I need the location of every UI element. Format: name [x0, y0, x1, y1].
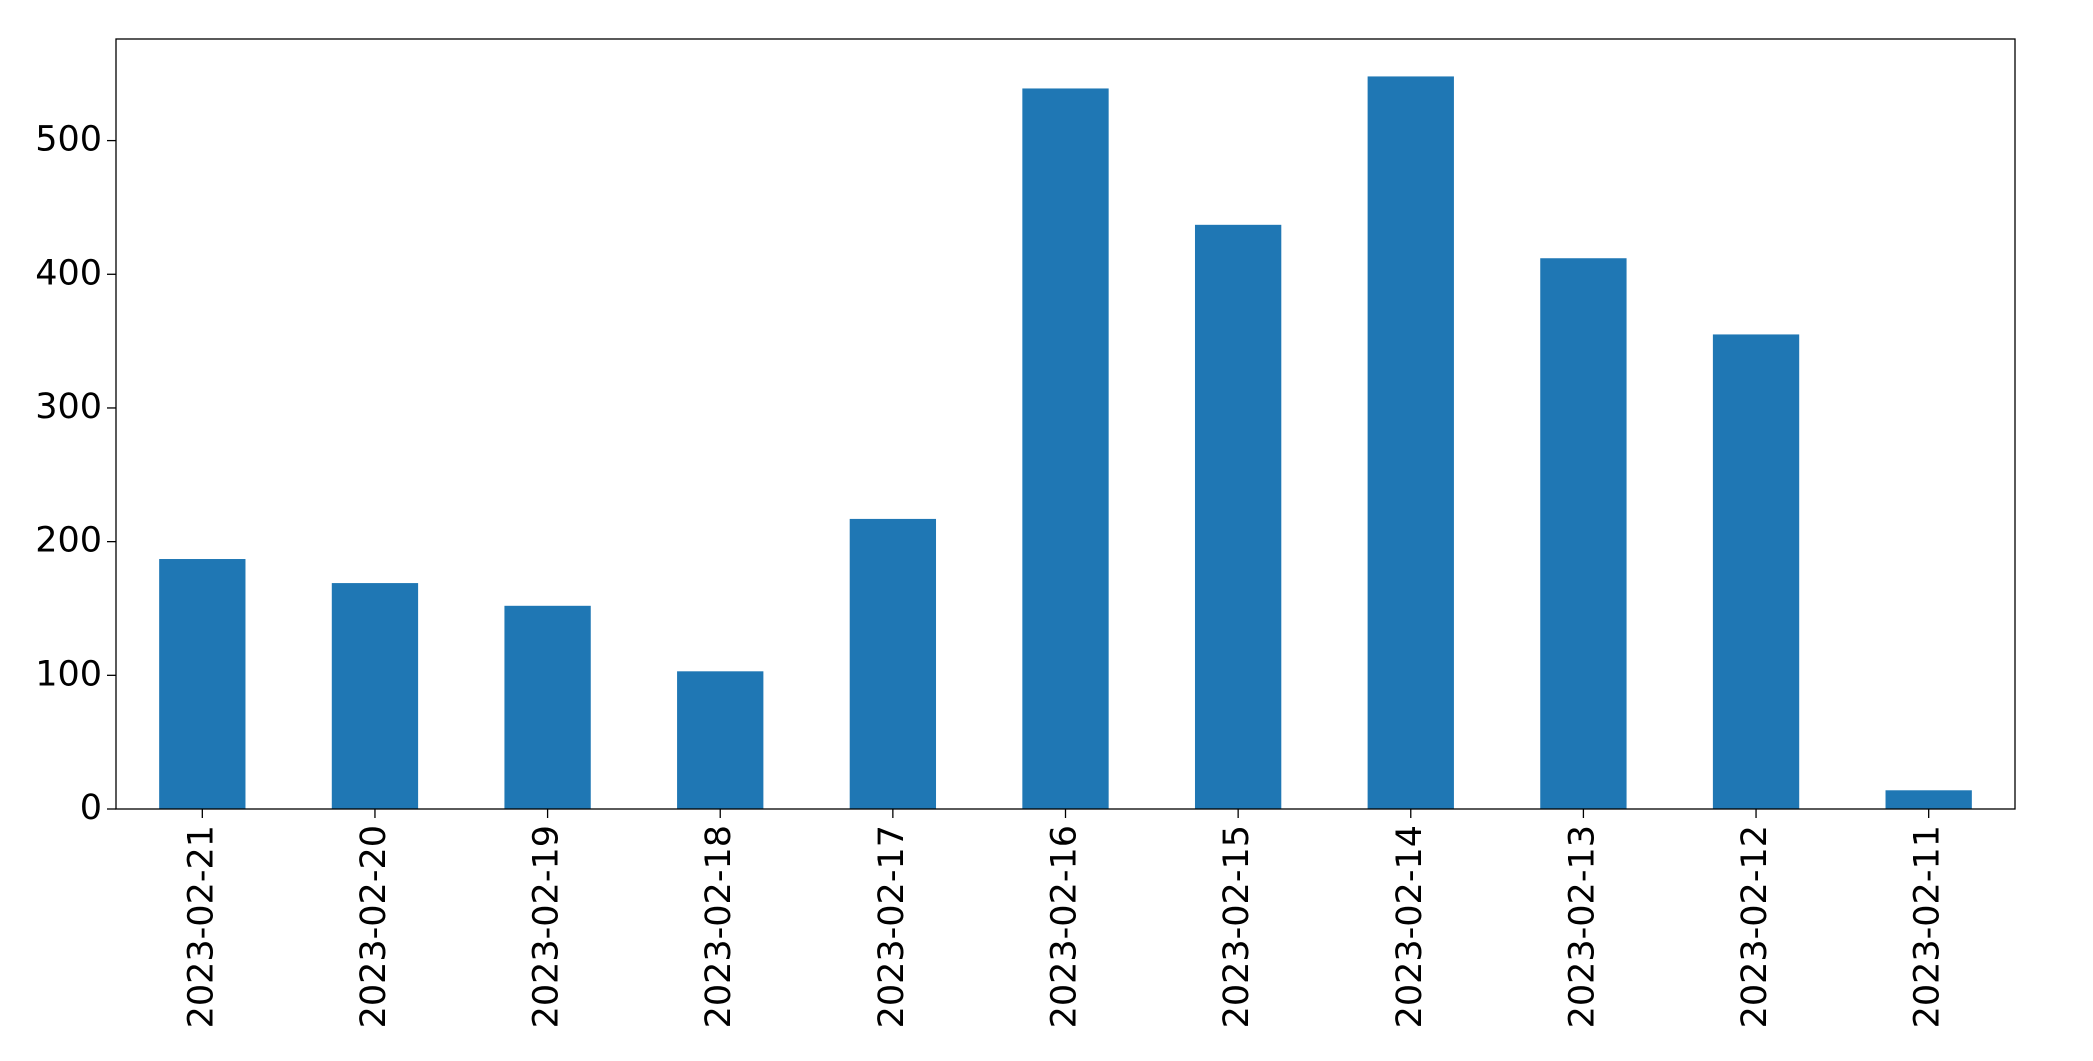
bar — [849, 518, 937, 809]
x-tick-label: 2023-02-14 — [1390, 825, 1430, 1028]
x-tick-label: 2023-02-12 — [1735, 825, 1775, 1028]
x-tick-label: 2023-02-18 — [699, 825, 739, 1028]
x-tick-label: 2023-02-15 — [1217, 825, 1257, 1028]
y-tick-label: 100 — [35, 654, 102, 694]
bar — [1885, 790, 1972, 809]
bar — [677, 671, 764, 809]
y-tick-label: 200 — [35, 521, 102, 561]
x-tick-label: 2023-02-11 — [1908, 825, 1948, 1028]
plot-frame — [115, 38, 2016, 810]
bar — [1367, 76, 1454, 810]
x-tick-label: 2023-02-16 — [1045, 825, 1085, 1028]
bar — [1712, 334, 1800, 809]
x-tick-label: 2023-02-21 — [181, 825, 221, 1028]
x-tick-label: 2023-02-17 — [872, 825, 912, 1028]
y-tick-label: 400 — [35, 253, 102, 293]
x-tick-label: 2023-02-19 — [527, 825, 567, 1028]
bar — [504, 605, 591, 809]
bar — [1022, 88, 1109, 810]
y-tick-label: 0 — [80, 788, 102, 828]
bar — [1194, 224, 1282, 809]
x-tick-label: 2023-02-13 — [1562, 825, 1602, 1028]
y-tick-label: 300 — [35, 387, 102, 427]
bar — [159, 559, 246, 809]
y-tick-label: 500 — [35, 120, 102, 160]
bar — [331, 583, 419, 809]
x-tick-label: 2023-02-20 — [354, 825, 394, 1028]
bar — [1540, 258, 1627, 810]
